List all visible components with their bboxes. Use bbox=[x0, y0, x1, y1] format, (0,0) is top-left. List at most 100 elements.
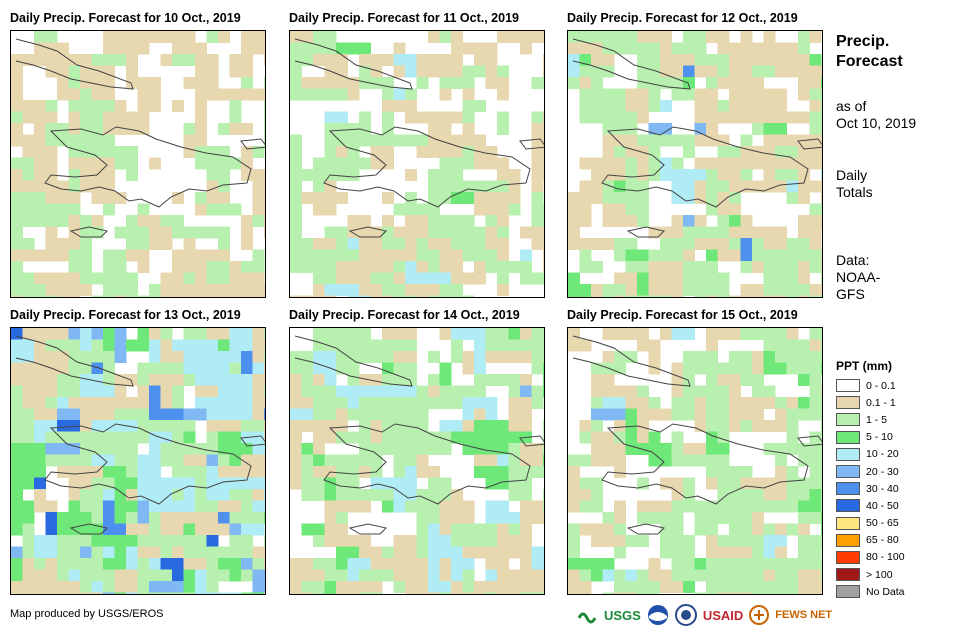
precip-cell bbox=[798, 31, 810, 43]
precip-cell bbox=[218, 500, 230, 513]
precip-cell bbox=[359, 385, 371, 398]
precip-cell bbox=[497, 261, 509, 273]
precip-cell bbox=[474, 466, 486, 478]
precip-cell bbox=[428, 284, 440, 296]
precip-cell bbox=[57, 180, 69, 193]
precip-cell bbox=[462, 546, 475, 559]
precip-cell bbox=[57, 192, 69, 204]
precip-cell bbox=[45, 192, 58, 204]
precip-cell bbox=[775, 351, 787, 363]
precip-cell bbox=[149, 512, 161, 524]
precip-cell bbox=[114, 466, 127, 478]
precip-cell bbox=[740, 134, 753, 147]
precip-cell bbox=[264, 77, 265, 89]
precip-cell bbox=[91, 134, 104, 147]
precip-cell bbox=[752, 546, 764, 559]
precip-cell bbox=[671, 88, 684, 101]
precip-cell bbox=[568, 192, 580, 204]
precip-cell bbox=[763, 546, 776, 559]
precip-cell bbox=[11, 397, 23, 409]
precip-cell bbox=[451, 592, 463, 594]
precip-cell bbox=[137, 374, 150, 386]
precip-cell bbox=[474, 397, 486, 409]
precip-cell bbox=[809, 512, 822, 524]
precip-cell bbox=[485, 226, 498, 239]
precip-cell bbox=[543, 54, 544, 66]
precip-cell bbox=[313, 272, 325, 285]
precip-cell bbox=[264, 500, 265, 513]
precip-cell bbox=[602, 203, 615, 216]
precip-cell bbox=[114, 546, 127, 559]
precip-cell bbox=[568, 500, 580, 513]
precip-cell bbox=[497, 226, 509, 239]
precip-cell bbox=[579, 203, 592, 216]
precip-cell bbox=[775, 408, 787, 421]
precip-cell bbox=[717, 31, 730, 43]
precip-cell bbox=[80, 100, 92, 112]
precip-cell bbox=[68, 351, 81, 363]
precip-cell bbox=[439, 284, 452, 296]
precip-cell bbox=[752, 535, 764, 547]
precip-cell bbox=[694, 111, 707, 124]
precip-cell bbox=[660, 535, 672, 547]
precip-cell bbox=[474, 385, 486, 398]
precip-cell bbox=[137, 328, 150, 340]
precip-cell bbox=[359, 123, 371, 135]
precip-cell bbox=[336, 431, 348, 444]
precip-cell bbox=[671, 362, 684, 375]
precip-cell bbox=[809, 546, 822, 559]
precip-cell bbox=[591, 88, 603, 101]
precip-cell bbox=[103, 272, 115, 285]
precip-cell bbox=[393, 477, 406, 490]
precip-cell bbox=[22, 192, 35, 204]
precip-cell bbox=[706, 477, 718, 490]
precip-cell bbox=[313, 558, 325, 570]
precip-cell bbox=[324, 111, 337, 124]
precip-cell bbox=[241, 558, 253, 570]
precip-cell bbox=[740, 169, 753, 181]
precip-cell bbox=[370, 374, 383, 386]
precip-cell bbox=[359, 261, 371, 273]
precip-cell bbox=[252, 351, 265, 363]
precip-cell bbox=[80, 569, 92, 582]
precip-cell bbox=[683, 408, 695, 421]
precip-cell bbox=[34, 466, 46, 478]
precip-cell bbox=[671, 261, 684, 273]
precip-cell bbox=[752, 261, 764, 273]
precip-cell bbox=[301, 477, 314, 490]
precip-cell bbox=[798, 226, 810, 239]
side-title-line1: Precip. bbox=[836, 33, 890, 50]
precip-cell bbox=[324, 134, 337, 147]
precip-cell bbox=[137, 362, 150, 375]
precip-cell bbox=[22, 523, 35, 536]
precip-cell bbox=[103, 569, 115, 582]
precip-cell bbox=[34, 431, 46, 444]
precip-cell bbox=[786, 261, 799, 273]
precip-cell bbox=[648, 351, 661, 363]
precip-cell bbox=[508, 535, 521, 547]
precip-cell bbox=[809, 477, 822, 490]
precip-cell bbox=[809, 88, 822, 101]
precip-cell bbox=[694, 261, 707, 273]
precip-cell bbox=[324, 581, 337, 593]
precip-cell bbox=[520, 385, 532, 398]
precip-cell bbox=[126, 295, 138, 297]
precip-cell bbox=[336, 546, 348, 559]
precip-cell bbox=[393, 489, 406, 501]
precip-cell bbox=[252, 180, 265, 193]
precip-cell bbox=[462, 443, 475, 455]
precip-cell bbox=[172, 500, 184, 513]
legend-swatch bbox=[836, 396, 860, 410]
precip-cell bbox=[11, 272, 23, 285]
precip-cell bbox=[229, 157, 242, 170]
precip-cell bbox=[252, 581, 265, 593]
precip-cell bbox=[80, 431, 92, 444]
precip-cell bbox=[347, 431, 360, 444]
precip-cell bbox=[206, 500, 219, 513]
precip-cell bbox=[614, 111, 626, 124]
precip-cell bbox=[416, 238, 429, 250]
precip-cell bbox=[591, 535, 603, 547]
data-source-text: Data: NOAA- GFS bbox=[836, 252, 880, 303]
precip-cell bbox=[22, 295, 35, 297]
precip-cell bbox=[694, 523, 707, 536]
